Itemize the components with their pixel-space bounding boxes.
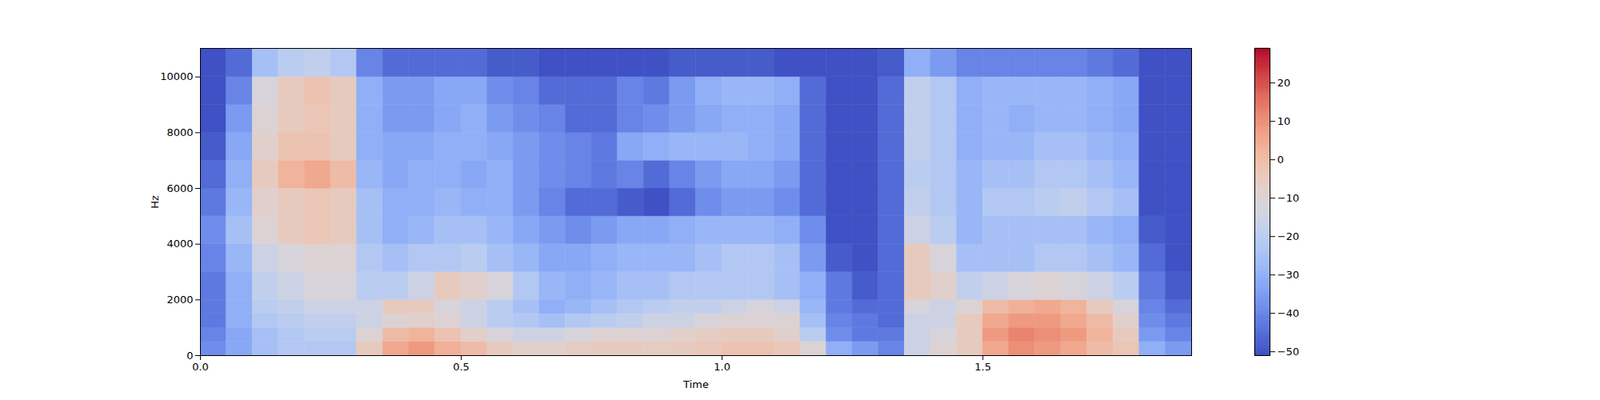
svg-text:1.0: 1.0: [713, 360, 731, 373]
svg-text:−50: −50: [1277, 345, 1300, 358]
svg-text:−20: −20: [1277, 230, 1300, 243]
svg-text:0: 0: [1277, 153, 1284, 166]
svg-text:20: 20: [1277, 76, 1292, 89]
svg-text:0.5: 0.5: [452, 360, 470, 373]
svg-text:10: 10: [1277, 115, 1292, 128]
svg-text:−10: −10: [1277, 192, 1300, 204]
svg-text:1.5: 1.5: [974, 360, 992, 373]
svg-text:2000: 2000: [166, 293, 193, 306]
svg-text:−30: −30: [1277, 268, 1300, 281]
svg-text:8000: 8000: [166, 126, 193, 139]
svg-text:6000: 6000: [166, 182, 193, 195]
svg-text:0: 0: [186, 349, 193, 362]
svg-text:0.0: 0.0: [192, 360, 209, 373]
svg-text:10000: 10000: [160, 70, 193, 83]
svg-text:4000: 4000: [166, 237, 193, 250]
svg-text:Time: Time: [682, 378, 709, 391]
svg-text:−40: −40: [1277, 307, 1300, 320]
svg-text:Hz: Hz: [148, 195, 161, 209]
